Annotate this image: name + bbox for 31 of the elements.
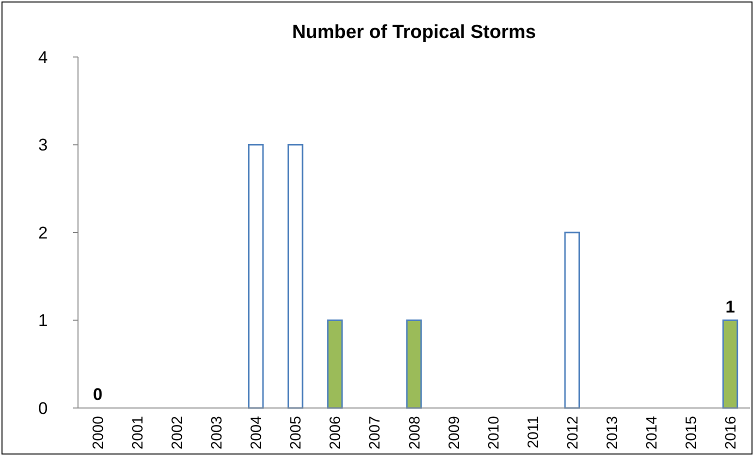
bar (248, 144, 264, 409)
y-tick-label: 4 (38, 48, 48, 67)
x-tick-label: 2008 (406, 416, 424, 450)
bar (327, 320, 343, 409)
x-tick-label: 2003 (208, 416, 226, 450)
x-tick-label: 2015 (682, 416, 700, 450)
y-tick-label: 2 (38, 223, 48, 242)
x-tick-label: 2005 (288, 416, 305, 450)
data-label: 1 (726, 297, 735, 316)
x-tick-label: 2006 (327, 416, 344, 450)
bar (722, 320, 738, 409)
data-label: 0 (93, 385, 102, 404)
bar (564, 232, 580, 409)
x-tick-label: 2011 (524, 416, 542, 448)
x-tick-label: 2004 (248, 416, 266, 450)
chart-title: Number of Tropical Storms (292, 22, 536, 43)
x-tick-label: 2001 (130, 416, 147, 450)
x-tick-label: 2010 (485, 416, 502, 450)
x-tick-label: 2016 (722, 416, 740, 450)
x-tick-label: 2013 (604, 416, 621, 450)
x-tick-label: 2012 (564, 416, 582, 450)
x-tick-label: 2009 (446, 416, 463, 450)
bar (406, 320, 422, 409)
y-tick-label: 0 (38, 398, 48, 418)
x-tick-label: 2000 (90, 416, 108, 450)
x-tick-label: 2002 (169, 416, 186, 450)
y-tick-label: 1 (38, 311, 48, 330)
bar (288, 144, 304, 409)
x-tick-label: 2007 (366, 416, 384, 450)
x-tick-label: 2014 (643, 416, 660, 450)
y-tick-label: 3 (38, 136, 48, 155)
